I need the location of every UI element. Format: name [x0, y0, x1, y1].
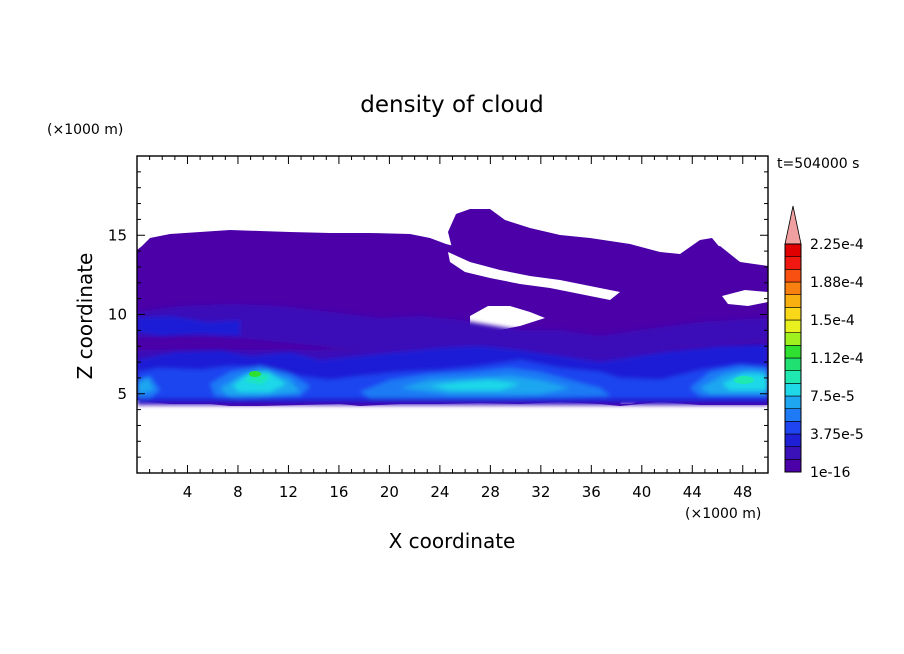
colorbar-swatch	[784, 357, 802, 371]
x-tick-label: 48	[733, 483, 752, 501]
colorbar-swatch	[784, 421, 802, 435]
x-tick-label: 12	[279, 483, 298, 501]
chart-title: density of cloud	[360, 92, 543, 118]
colorbar-label: 1e-16	[810, 465, 850, 481]
time-label: t=504000 s	[777, 156, 859, 172]
y-tick-label: 10	[108, 306, 127, 324]
colorbar-swatch	[784, 332, 802, 346]
colorbar-frame	[784, 243, 802, 473]
colorbar-swatch	[784, 370, 802, 384]
colorbar-swatch	[784, 459, 802, 473]
colorbar-label: 1.88e-4	[810, 275, 864, 291]
y-unit-label: (×1000 m)	[47, 122, 123, 138]
colorbar-swatch	[784, 256, 802, 270]
colorbar-label: 1.5e-4	[810, 313, 855, 329]
x-tick-label: 4	[183, 483, 193, 501]
colorbar-swatch	[784, 408, 802, 422]
colorbar: 1e-16 3.75e-5 7.5e-5 1.12e-4 1.5e-4 1.88e-4 2.…	[784, 205, 864, 481]
x-axis-label: X coordinate	[389, 529, 516, 553]
colorbar-swatch	[784, 281, 802, 295]
colorbar-swatch	[784, 243, 802, 257]
colorbar-swatch	[784, 446, 802, 460]
upper-cloud-region	[448, 209, 768, 302]
x-unit-label: (×1000 m)	[685, 506, 761, 522]
y-axis-label: Z coordinate	[73, 253, 97, 380]
x-tick-label: 32	[531, 483, 550, 501]
colorbar-swatch	[784, 294, 802, 308]
x-axis: 4 8 12 16 20 24 28 32 36 40 44 48	[149, 156, 756, 501]
x-tick-label: 36	[582, 483, 601, 501]
peak-core	[249, 371, 261, 377]
y-tick-label: 15	[108, 226, 127, 244]
x-tick-label: 16	[329, 483, 348, 501]
colorbar-label: 7.5e-5	[810, 389, 855, 405]
colorbar-label: 2.25e-4	[810, 237, 864, 253]
x-tick-label: 28	[481, 483, 500, 501]
colorbar-label: 3.75e-5	[810, 427, 864, 443]
colorbar-swatch	[784, 319, 802, 333]
x-tick-label: 20	[380, 483, 399, 501]
colorbar-swatch	[784, 433, 802, 447]
y-axis: 5 10 15	[108, 171, 768, 458]
colorbar-label: 1.12e-4	[810, 351, 864, 367]
colorbar-swatch	[784, 307, 802, 321]
contour-field	[137, 209, 768, 406]
colorbar-swatch	[784, 345, 802, 359]
x-tick-label: 44	[683, 483, 702, 501]
colorbar-swatch	[784, 383, 802, 397]
x-tick-label: 40	[632, 483, 651, 501]
colorbar-swatch	[784, 269, 802, 283]
colorbar-swatch	[784, 395, 802, 409]
x-tick-label: 8	[233, 483, 243, 501]
x-tick-label: 24	[430, 483, 449, 501]
y-tick-label: 5	[117, 385, 127, 403]
colorbar-overflow-triangle	[784, 205, 802, 245]
